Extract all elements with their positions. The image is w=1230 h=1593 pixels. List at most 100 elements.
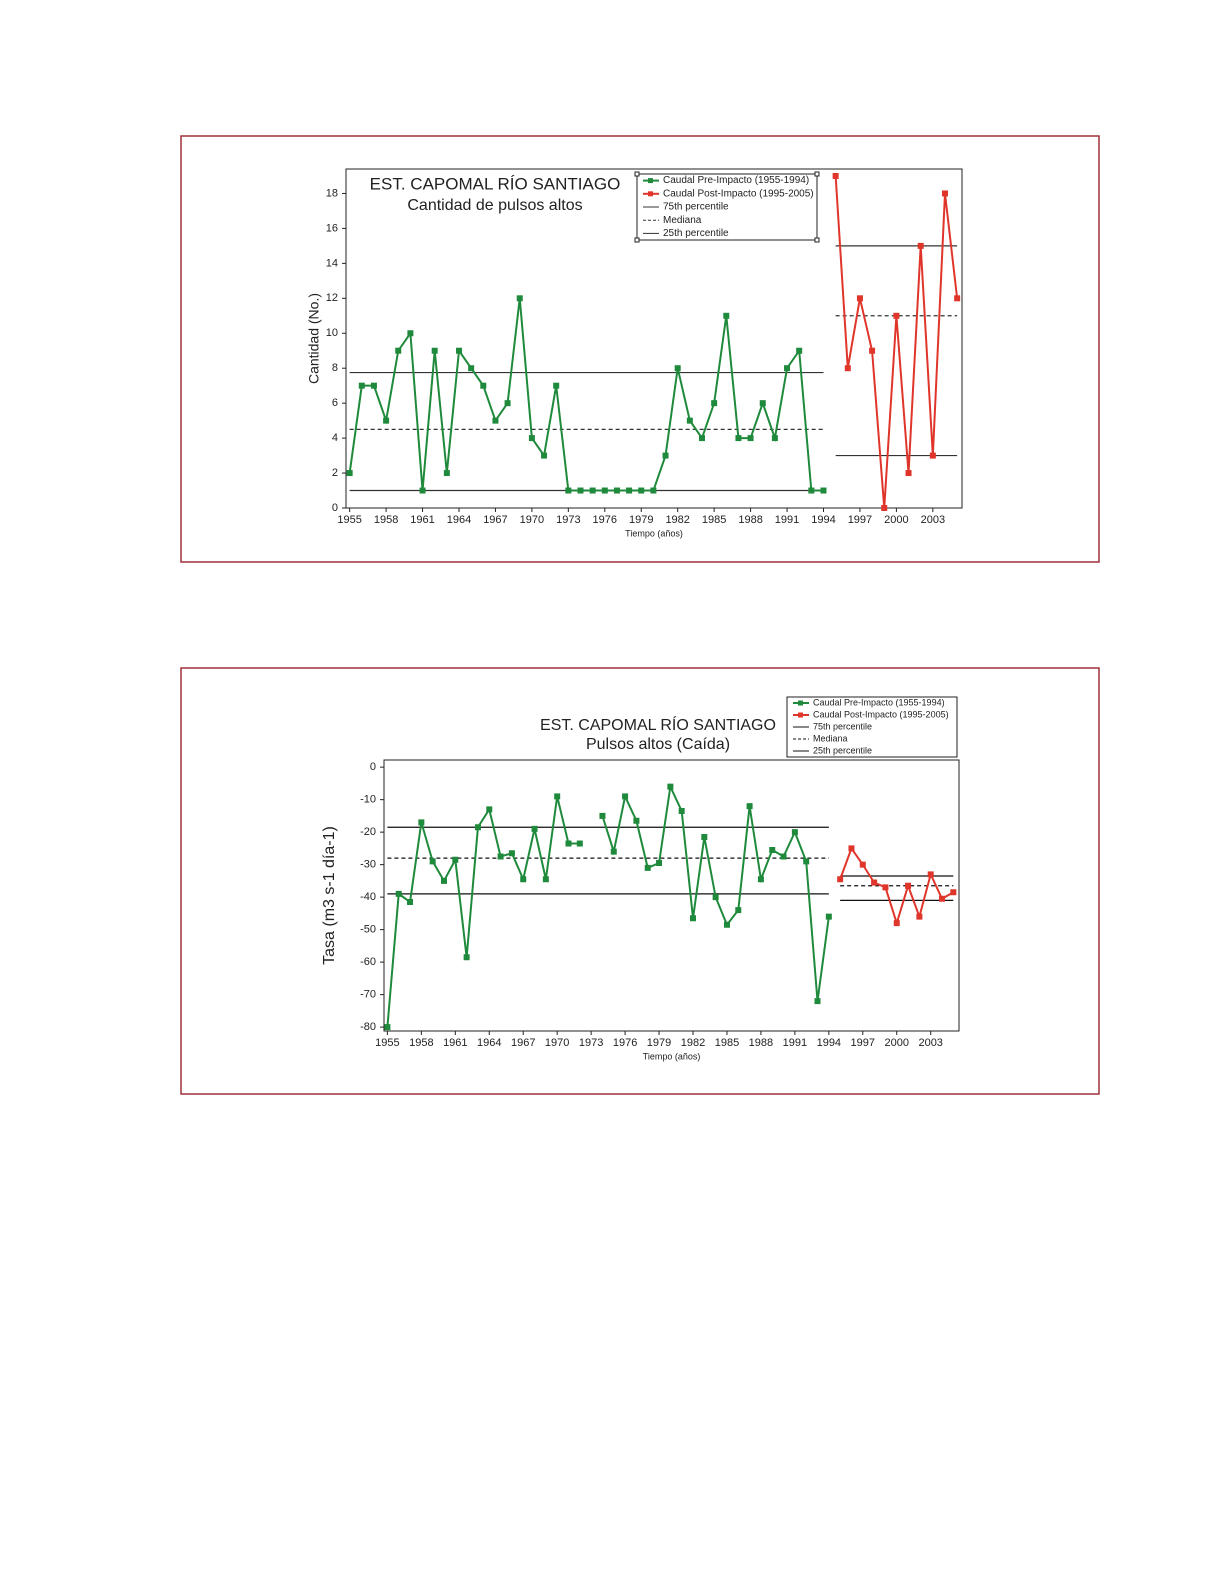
x-tick-label: 1976 xyxy=(613,1037,637,1049)
point-marker xyxy=(541,452,548,459)
x-tick-label: 1985 xyxy=(715,1037,739,1049)
point-marker xyxy=(384,1024,391,1031)
point-marker xyxy=(735,907,742,914)
point-marker xyxy=(346,470,353,477)
point-marker xyxy=(486,806,493,813)
x-tick-label: 1964 xyxy=(447,514,471,526)
point-marker xyxy=(746,803,753,810)
point-marker xyxy=(711,400,718,407)
point-marker xyxy=(528,435,535,442)
point-marker xyxy=(893,312,900,319)
y-tick-label: 4 xyxy=(332,432,338,444)
point-marker xyxy=(832,172,839,179)
point-marker xyxy=(613,487,620,494)
point-marker xyxy=(610,848,617,855)
x-tick-label: 1985 xyxy=(702,514,726,526)
x-tick-label: 1955 xyxy=(375,1037,399,1049)
point-marker xyxy=(508,850,515,857)
y-tick-label: -60 xyxy=(360,956,376,968)
x-tick-label: 1973 xyxy=(556,514,580,526)
x-tick-label: 1991 xyxy=(783,1037,807,1049)
x-tick-label: 2003 xyxy=(921,514,945,526)
point-marker xyxy=(429,858,436,865)
point-marker xyxy=(712,894,719,901)
point-marker xyxy=(419,487,426,494)
x-tick-label: 1961 xyxy=(410,514,434,526)
point-marker xyxy=(791,829,798,836)
legend-handle xyxy=(634,171,640,177)
point-marker xyxy=(881,505,888,511)
point-marker xyxy=(771,435,778,442)
legend-label: 25th percentile xyxy=(813,745,872,755)
plot-area xyxy=(383,759,960,1032)
point-marker xyxy=(650,487,657,494)
point-marker xyxy=(686,417,693,424)
point-marker xyxy=(723,312,730,319)
point-marker xyxy=(443,470,450,477)
point-marker xyxy=(601,487,608,494)
point-marker xyxy=(497,853,504,860)
point-marker xyxy=(844,365,851,372)
legend-marker xyxy=(798,712,803,718)
legend-handle xyxy=(814,237,820,243)
point-marker xyxy=(626,487,633,494)
point-marker xyxy=(554,793,561,800)
point-marker xyxy=(803,858,810,865)
point-marker xyxy=(814,998,821,1005)
chart-frame xyxy=(180,135,1100,563)
point-marker xyxy=(599,812,606,819)
point-marker xyxy=(455,347,462,354)
point-marker xyxy=(856,295,863,302)
point-marker xyxy=(440,877,447,884)
x-tick-label: 1967 xyxy=(483,514,507,526)
point-marker xyxy=(407,330,414,337)
x-tick-label: 1988 xyxy=(738,514,762,526)
point-marker xyxy=(662,452,669,459)
point-marker xyxy=(929,452,936,459)
x-tick-label: 1979 xyxy=(647,1037,671,1049)
point-marker xyxy=(882,884,889,891)
y-tick-label: 10 xyxy=(326,327,338,339)
point-marker xyxy=(542,876,549,883)
point-marker xyxy=(474,824,481,831)
point-marker xyxy=(747,435,754,442)
x-tick-label: 1997 xyxy=(851,1037,875,1049)
point-marker xyxy=(674,365,681,372)
point-marker xyxy=(820,487,827,494)
x-tick-label: 1970 xyxy=(520,514,544,526)
point-marker xyxy=(504,400,511,407)
point-marker xyxy=(577,487,584,494)
x-axis-label: Tiempo (años) xyxy=(625,528,683,538)
x-tick-label: 1967 xyxy=(511,1037,535,1049)
point-marker xyxy=(698,435,705,442)
legend-marker xyxy=(798,700,803,706)
legend-marker xyxy=(648,178,653,184)
point-marker xyxy=(678,808,685,815)
chart-frame xyxy=(180,667,1100,1095)
point-marker xyxy=(848,845,855,852)
y-tick-label: 8 xyxy=(332,362,338,374)
point-marker xyxy=(395,890,402,897)
legend-label: Mediana xyxy=(663,215,702,226)
y-axis-label: Tasa (m3 s-1 día-1) xyxy=(321,826,338,965)
legend-label: Mediana xyxy=(813,733,848,743)
y-tick-label: 12 xyxy=(326,292,338,304)
point-marker xyxy=(759,400,766,407)
y-axis-label: Cantidad (No.) xyxy=(306,293,322,384)
y-tick-label: -10 xyxy=(360,794,376,806)
point-marker xyxy=(633,817,640,824)
point-marker xyxy=(905,882,912,889)
point-marker xyxy=(492,417,499,424)
chart-title: EST. CAPOMAL RÍO SANTIAGO xyxy=(540,715,776,734)
point-marker xyxy=(589,487,596,494)
point-marker xyxy=(808,487,815,494)
y-tick-label: -80 xyxy=(360,1021,376,1033)
point-marker xyxy=(516,295,523,302)
point-marker xyxy=(905,470,912,477)
x-tick-label: 2000 xyxy=(884,514,908,526)
point-marker xyxy=(690,915,697,922)
point-marker xyxy=(656,860,663,867)
x-tick-label: 1970 xyxy=(545,1037,569,1049)
point-marker xyxy=(950,889,957,896)
